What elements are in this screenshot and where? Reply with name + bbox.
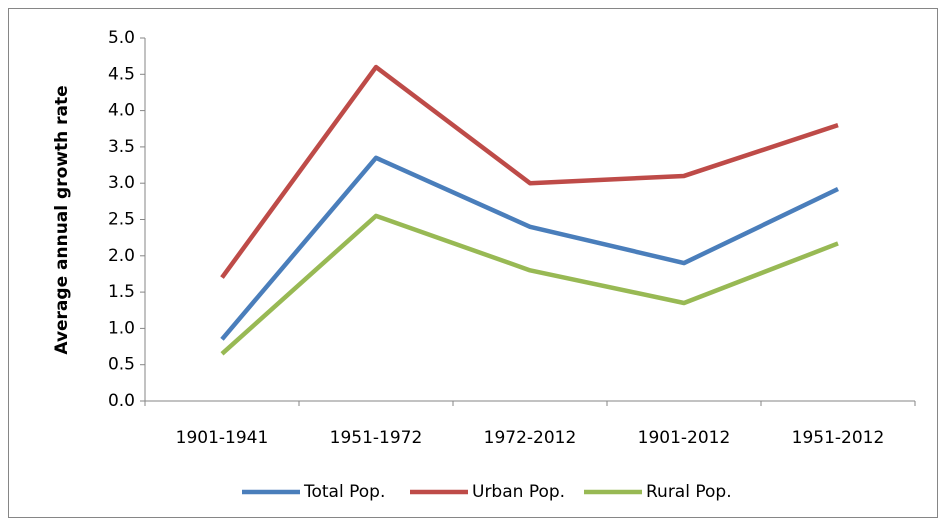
legend-label: Urban Pop. [472, 482, 565, 502]
y-axis-label: Average annual growth rate [52, 85, 72, 354]
y-tick-label: 2.0 [108, 246, 135, 266]
y-tick-label: 0.5 [108, 355, 135, 375]
series-line [220, 213, 839, 356]
x-tick-label: 1951-2012 [792, 428, 885, 448]
y-tick-label: 1.0 [108, 318, 135, 338]
legend-label: Rural Pop. [646, 482, 732, 502]
x-tick-label: 1901-1941 [176, 428, 269, 448]
y-tick-label: 2.5 [108, 210, 135, 230]
y-tick-label: 3.0 [108, 173, 135, 193]
y-tick-label: 3.5 [108, 137, 135, 157]
x-tick-label: 1972-2012 [484, 428, 577, 448]
series-line [220, 155, 839, 341]
x-tick-label: 1901-2012 [638, 428, 731, 448]
y-tick-label: 4.0 [108, 101, 135, 121]
series-line [220, 64, 839, 279]
legend-label: Total Pop. [303, 482, 385, 502]
x-tick-label: 1951-1972 [330, 428, 423, 448]
y-tick-label: 1.5 [108, 282, 135, 302]
y-tick-label: 5.0 [108, 28, 135, 48]
y-tick-label: 4.5 [108, 64, 135, 84]
y-tick-label: 0.0 [108, 391, 135, 411]
